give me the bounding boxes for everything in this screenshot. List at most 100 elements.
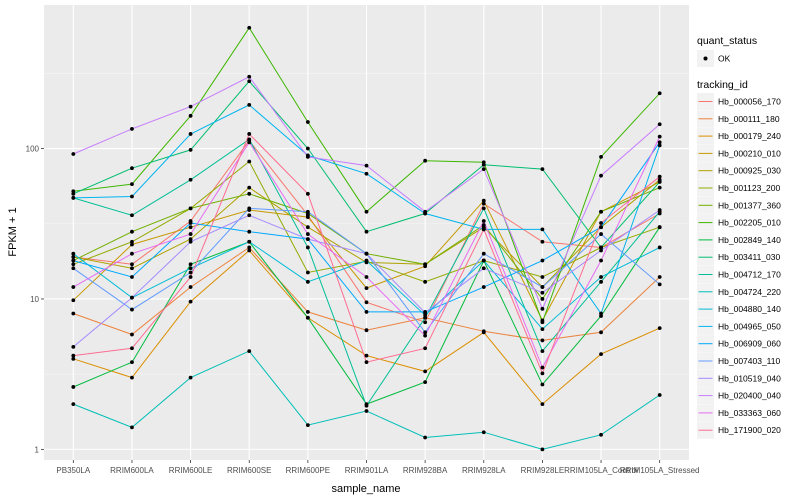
data-point — [130, 332, 134, 337]
data-point — [657, 393, 662, 397]
legend-item-label: Hb_001377_360 — [718, 200, 781, 210]
data-point — [188, 232, 193, 236]
data-point — [423, 333, 428, 338]
data-point — [364, 251, 369, 256]
x-tick-label: RRIM600LE — [169, 466, 213, 475]
legend-shape-label: OK — [718, 54, 731, 64]
data-point — [481, 198, 486, 203]
data-point — [247, 103, 252, 107]
data-point — [71, 251, 76, 256]
data-point — [481, 167, 486, 171]
data-point — [599, 352, 603, 356]
data-point — [188, 237, 193, 242]
x-tick-label: RRIM928BA — [403, 466, 448, 475]
data-point — [657, 140, 662, 145]
data-point — [71, 353, 76, 358]
data-point — [657, 143, 662, 148]
data-point — [540, 338, 545, 343]
data-point — [423, 369, 428, 374]
data-point — [540, 365, 545, 370]
data-point — [599, 275, 603, 279]
data-point — [130, 262, 134, 267]
data-point — [71, 311, 76, 316]
data-point — [247, 140, 252, 145]
x-tick-label: PB350LA — [56, 466, 90, 475]
data-points — [71, 25, 662, 452]
data-point — [599, 225, 603, 230]
data-point — [71, 152, 76, 156]
x-axis: PB350LA RRIM600LA RRIM600LE RRIM600SE RRIM60… — [56, 460, 699, 475]
data-point — [364, 171, 369, 176]
data-point — [130, 425, 134, 430]
legend-item-label: Hb_002849_140 — [718, 235, 781, 245]
data-point — [599, 432, 603, 437]
legend-item-label: Hb_010519_040 — [718, 373, 781, 383]
legend-item-label: Hb_003411_030 — [718, 252, 781, 262]
data-point — [188, 285, 193, 289]
data-point — [599, 248, 603, 253]
data-point — [481, 430, 486, 435]
data-point — [247, 248, 252, 253]
data-point — [657, 174, 662, 179]
data-point — [130, 182, 134, 187]
legend-item-label: Hb_004712_170 — [718, 270, 781, 280]
data-point — [188, 239, 193, 244]
data-point — [540, 297, 545, 301]
data-point — [188, 147, 193, 152]
data-point — [481, 162, 486, 167]
x-axis-title: sample_name — [331, 483, 400, 495]
legend-item-label: Hb_006909_060 — [718, 339, 781, 349]
legend-item-label: Hb_000111_180 — [718, 114, 780, 124]
data-point — [657, 180, 662, 184]
data-point — [71, 255, 76, 259]
data-point — [599, 245, 603, 250]
data-point — [364, 310, 369, 314]
data-point — [130, 194, 134, 199]
data-point — [540, 306, 545, 311]
data-point — [423, 158, 428, 163]
data-point — [71, 385, 76, 389]
legend-item-label: Hb_033363_060 — [718, 408, 781, 418]
data-point — [481, 251, 486, 256]
data-point — [188, 225, 193, 230]
data-point — [540, 290, 545, 295]
data-point — [364, 275, 369, 279]
data-point — [481, 258, 486, 263]
data-point — [540, 349, 545, 354]
data-point — [130, 360, 134, 365]
data-point — [599, 330, 603, 335]
data-point — [364, 209, 369, 214]
data-point — [130, 307, 134, 312]
data-point — [247, 206, 252, 211]
data-point — [481, 266, 486, 271]
data-point — [188, 299, 193, 304]
data-point — [71, 356, 76, 361]
legend-item-label: Hb_002205_010 — [718, 218, 781, 228]
data-point — [130, 275, 134, 279]
data-point — [305, 154, 310, 159]
data-point — [423, 310, 428, 315]
data-point — [657, 122, 662, 127]
data-point — [305, 225, 310, 230]
data-point — [364, 409, 369, 413]
data-point — [540, 382, 545, 387]
data-point — [71, 402, 76, 407]
data-point — [188, 104, 193, 109]
data-point — [247, 74, 252, 79]
data-point — [599, 232, 603, 236]
data-point — [305, 423, 310, 428]
data-point — [540, 320, 545, 325]
data-point — [247, 137, 252, 142]
data-point — [305, 270, 310, 275]
data-point — [599, 221, 603, 225]
data-point — [130, 346, 134, 351]
data-point — [481, 330, 486, 335]
data-point — [130, 251, 134, 256]
data-point — [364, 353, 369, 358]
data-point — [599, 258, 603, 263]
data-point — [657, 282, 662, 287]
data-point — [130, 229, 134, 234]
data-point — [657, 91, 662, 96]
data-point — [71, 266, 76, 271]
data-point — [423, 279, 428, 284]
